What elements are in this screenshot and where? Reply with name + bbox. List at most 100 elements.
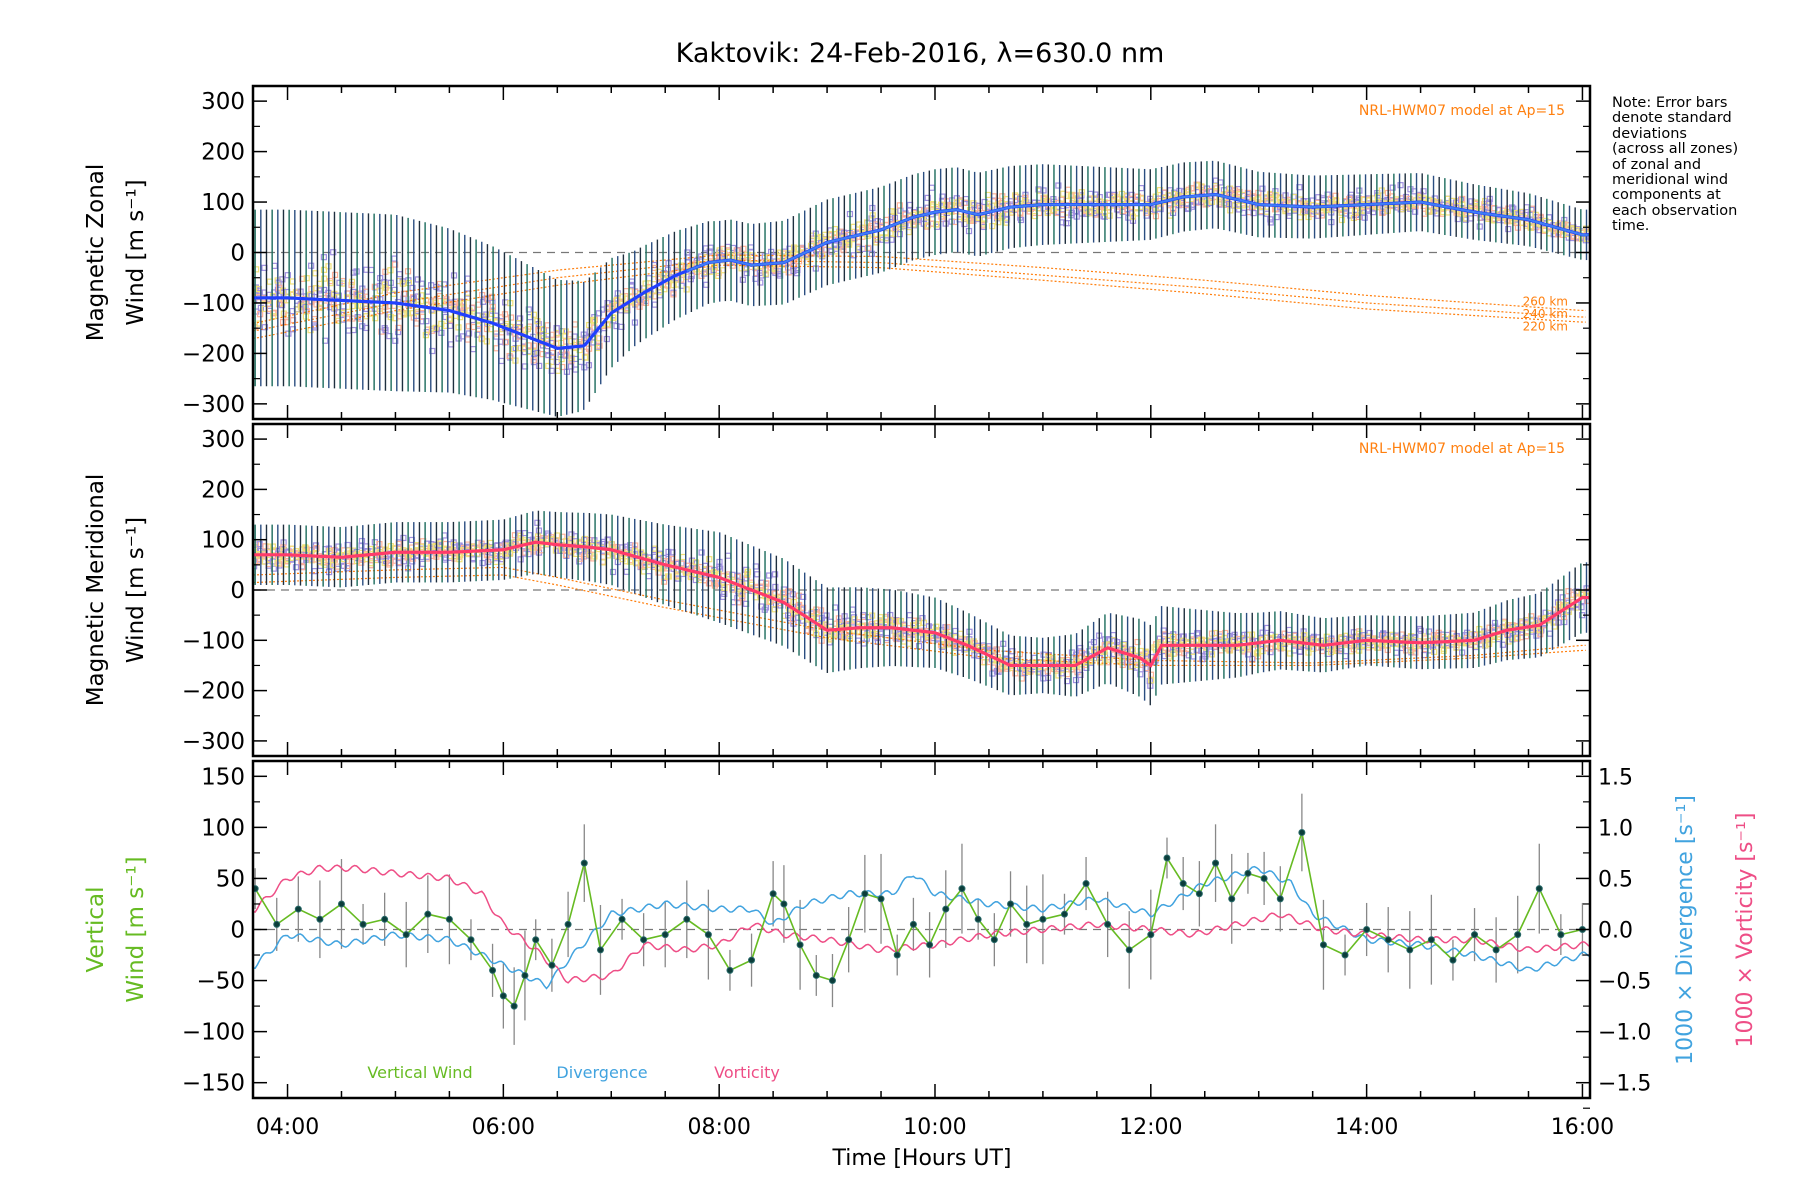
- zone-point: [976, 652, 983, 660]
- vertical-wind-point: [942, 905, 950, 913]
- zone-point: [419, 560, 426, 567]
- zone-point: [859, 224, 866, 232]
- zone-point: [404, 310, 411, 317]
- zone-point: [1342, 653, 1349, 660]
- vertical-wind-point: [861, 890, 869, 898]
- model-curve: [253, 259, 1586, 332]
- vertical-wind-point: [1449, 956, 1457, 964]
- zone-point: [517, 556, 524, 563]
- zone-point: [413, 320, 420, 327]
- zone-point: [517, 345, 524, 352]
- model-curve: [253, 566, 1586, 664]
- y-tick-label: 0: [230, 918, 245, 944]
- zone-point: [610, 314, 617, 322]
- zone-point: [459, 333, 467, 340]
- x-tick-label: 06:00: [472, 1115, 535, 1140]
- zone-point: [840, 246, 847, 253]
- zone-point: [711, 263, 719, 271]
- zone-point: [800, 593, 807, 600]
- zone-point: [470, 346, 477, 353]
- zone-point: [358, 559, 365, 566]
- zone-point: [670, 289, 677, 296]
- x-tick-label: 04:00: [256, 1115, 319, 1140]
- zone-point: [771, 590, 778, 597]
- zone-point: [405, 279, 412, 287]
- zone-point: [738, 590, 745, 598]
- vertical-wind-point: [1319, 941, 1327, 949]
- zone-point: [1049, 654, 1056, 662]
- vertical-wind-point: [1007, 900, 1015, 908]
- zone-point: [766, 572, 773, 579]
- model-curve: [253, 264, 1586, 339]
- zone-point: [335, 292, 342, 299]
- zone-point: [655, 569, 662, 576]
- zone-point: [808, 624, 816, 631]
- zone-point: [372, 315, 379, 322]
- zone-point: [400, 534, 407, 542]
- y-tick-label: −50: [196, 969, 245, 995]
- zone-point: [1244, 189, 1252, 197]
- zone-point: [966, 217, 973, 224]
- y-tick-label: 300: [201, 427, 245, 453]
- meridional-zone-points: [253, 519, 1590, 689]
- zone-point: [1536, 627, 1544, 634]
- vertical-wind-point: [845, 936, 853, 944]
- zone-point: [1565, 608, 1572, 616]
- zone-point: [394, 328, 402, 336]
- vertical-wind-point: [640, 936, 648, 944]
- zone-point: [647, 293, 654, 300]
- zone-point: [1486, 640, 1493, 648]
- zone-point: [680, 553, 687, 561]
- zone-point: [1267, 216, 1274, 223]
- zone-point: [460, 303, 468, 311]
- zone-point: [1055, 182, 1062, 189]
- vertical-wind-point: [1535, 885, 1543, 893]
- y-tick-label: −150: [182, 1071, 245, 1097]
- zone-point: [568, 531, 575, 538]
- vertical-wind-point: [381, 915, 389, 923]
- zone-point: [422, 332, 429, 339]
- zone-point: [874, 630, 881, 638]
- meridional-mean-curve: [253, 540, 1589, 668]
- vertical-wind-point: [893, 951, 901, 959]
- zone-point: [522, 549, 529, 556]
- zone-point: [326, 562, 333, 570]
- zone-point: [530, 311, 538, 318]
- zone-point: [502, 299, 509, 306]
- zone-point: [1194, 629, 1201, 637]
- zone-point: [1514, 634, 1521, 641]
- right-tick-label: 1.5: [1598, 765, 1633, 790]
- zone-point: [349, 302, 356, 310]
- zone-point: [924, 194, 931, 202]
- zone-point: [386, 561, 393, 568]
- zone-point: [915, 643, 923, 650]
- vertical-wind-point: [424, 910, 432, 918]
- zone-point: [256, 541, 263, 548]
- zone-point: [559, 533, 566, 540]
- zone-point: [993, 646, 1000, 653]
- zone-point: [771, 606, 778, 613]
- zone-point: [1063, 220, 1070, 227]
- zone-point: [262, 543, 269, 550]
- vertical-wind-point: [467, 936, 475, 944]
- zone-point: [772, 583, 779, 591]
- vertical-wind-point: [596, 946, 604, 954]
- y-tick-label: 0: [230, 241, 245, 267]
- zone-point: [1482, 642, 1489, 649]
- x-tick-label: 12:00: [1119, 1115, 1182, 1140]
- zone-point: [253, 324, 258, 331]
- vertical-wind-point: [1471, 931, 1479, 939]
- vertical-wind-point: [564, 920, 572, 928]
- vertical-wind-point: [796, 941, 804, 949]
- y-tick-label: −100: [182, 628, 245, 654]
- zone-point: [1137, 671, 1144, 678]
- zone-point: [1086, 210, 1093, 217]
- vertical-ylabel-line2: Wind [m s⁻¹]: [123, 856, 149, 1002]
- vertical-wind-point: [748, 956, 756, 964]
- zone-point: [1412, 208, 1419, 215]
- zone-point: [846, 241, 853, 248]
- zone-point: [636, 303, 643, 310]
- zone-point: [823, 612, 830, 619]
- model-altitude-label: 240 km: [1523, 307, 1568, 321]
